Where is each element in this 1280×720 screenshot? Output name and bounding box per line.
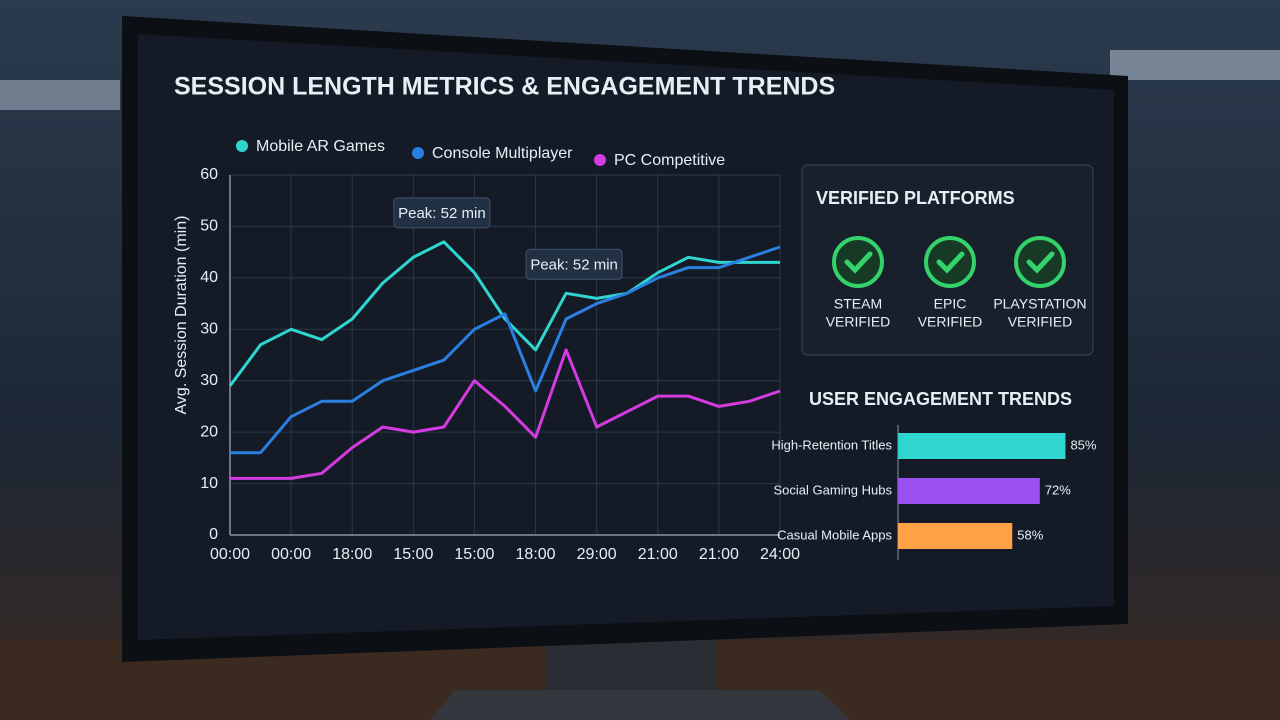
annotation: Peak: 52 min bbox=[398, 205, 486, 222]
x-tick-label: 21:00 bbox=[699, 546, 739, 563]
y-tick-label: 40 bbox=[200, 269, 218, 286]
verified-badge bbox=[1014, 236, 1066, 288]
y-tick-label: 50 bbox=[200, 218, 218, 235]
ceiling-light bbox=[1110, 50, 1280, 80]
series-line bbox=[228, 240, 780, 387]
series-line bbox=[230, 348, 781, 480]
x-tick-label: 00:00 bbox=[210, 546, 250, 563]
y-tick-label: 10 bbox=[200, 475, 218, 492]
x-tick-label: 18:00 bbox=[516, 546, 556, 563]
x-tick-label: 29:00 bbox=[577, 546, 617, 563]
platform-status: VERIFIED bbox=[826, 314, 891, 330]
bar bbox=[898, 433, 1066, 459]
y-axis-label: Avg. Session Duration (min) bbox=[173, 216, 190, 415]
platform-status: VERIFIED bbox=[1008, 314, 1073, 330]
bar-value-label: 72% bbox=[1045, 482, 1071, 497]
platform-name: PLAYSTATION bbox=[993, 296, 1086, 312]
bar-chart-title: USER ENGAGEMENT TRENDS bbox=[809, 389, 1072, 409]
x-tick-label: 00:00 bbox=[271, 546, 311, 563]
legend-swatch bbox=[594, 154, 606, 166]
annotation-box bbox=[393, 197, 491, 229]
annotation-box bbox=[525, 248, 623, 280]
check-icon bbox=[844, 251, 873, 274]
check-icon bbox=[1026, 251, 1055, 274]
platform-name: EPIC bbox=[934, 296, 967, 312]
ceiling-light bbox=[0, 80, 120, 110]
bar bbox=[898, 523, 1013, 549]
verified-title: VERIFIED PLATFORMS bbox=[816, 188, 1015, 208]
series-line bbox=[230, 245, 781, 455]
dashboard-title: SESSION LENGTH METRICS & ENGAGEMENT TREN… bbox=[174, 73, 835, 101]
x-tick-label: 18:00 bbox=[332, 546, 372, 563]
platform-status: VERIFIED bbox=[918, 314, 983, 330]
platform-name: STEAM bbox=[834, 296, 882, 312]
legend-swatch bbox=[236, 140, 248, 152]
bar-category-label: Social Gaming Hubs bbox=[774, 482, 893, 497]
verified-badge bbox=[832, 236, 884, 288]
y-tick-label: 20 bbox=[200, 423, 218, 440]
y-tick-label: 30 bbox=[200, 372, 218, 389]
legend-label: Console Multiplayer bbox=[432, 145, 573, 162]
bar-category-label: Casual Mobile Apps bbox=[777, 527, 892, 542]
monitor-base bbox=[430, 690, 850, 720]
y-tick-label: 30 bbox=[200, 321, 218, 338]
legend-label: PC Competitive bbox=[614, 152, 725, 169]
annotation: Peak: 52 min bbox=[530, 256, 618, 273]
y-tick-label: 60 bbox=[200, 166, 218, 183]
legend-swatch bbox=[412, 147, 424, 159]
bar bbox=[898, 478, 1040, 504]
bar-category-label: High-Retention Titles bbox=[771, 437, 892, 452]
y-tick-label: 0 bbox=[209, 526, 218, 543]
legend-label: Mobile AR Games bbox=[256, 138, 385, 155]
check-icon bbox=[936, 251, 965, 274]
bar-value-label: 58% bbox=[1017, 527, 1043, 542]
bar-value-label: 85% bbox=[1070, 437, 1096, 452]
x-tick-label: 21:00 bbox=[638, 546, 678, 563]
x-tick-label: 24:00 bbox=[760, 546, 800, 563]
x-tick-label: 15:00 bbox=[393, 546, 433, 563]
x-tick-label: 15:00 bbox=[454, 546, 494, 563]
verified-badge bbox=[924, 236, 976, 288]
